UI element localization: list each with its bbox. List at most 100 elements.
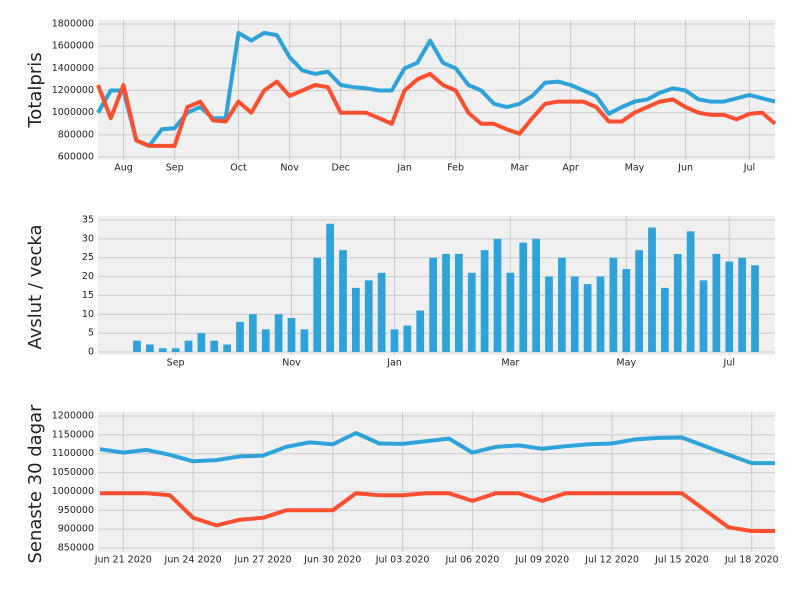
bar — [648, 227, 656, 352]
y-tick-label: 1400000 — [52, 63, 94, 74]
y-tick-label: 950000 — [58, 505, 94, 516]
x-tick-label: Jul — [743, 163, 755, 174]
y-tick-label: 1000000 — [52, 107, 94, 118]
y-tick-label: 1000000 — [52, 486, 94, 497]
y-tick-label: 25 — [82, 252, 94, 263]
y-tick-label: 0 — [88, 347, 94, 358]
x-tick-label: Sep — [166, 163, 184, 174]
y-axis-label: Senaste 30 dagar — [25, 404, 46, 564]
bar — [699, 280, 708, 352]
y-tick-label: 30 — [82, 233, 94, 244]
bar — [596, 276, 605, 352]
y-tick-label: 1200000 — [52, 411, 94, 422]
y-tick-label: 1150000 — [52, 429, 94, 440]
bar — [171, 348, 180, 352]
bar — [429, 257, 437, 352]
bar — [300, 329, 309, 352]
bar — [326, 223, 334, 352]
x-tick-label: Jun 30 2020 — [303, 555, 361, 566]
bar — [377, 272, 386, 352]
x-tick-label: Jun — [677, 163, 693, 174]
bar — [661, 287, 669, 352]
bar — [390, 329, 399, 352]
bar — [223, 344, 231, 352]
x-tick-label: Jul — [723, 358, 735, 369]
x-tick-label: Jul 15 2020 — [654, 555, 709, 566]
x-tick-label: Jun 21 2020 — [94, 555, 152, 566]
x-tick-label: May — [625, 163, 645, 174]
x-tick-label: Sep — [167, 358, 185, 369]
bar — [442, 253, 450, 352]
x-tick-label: Jul 06 2020 — [445, 555, 500, 566]
bar — [725, 261, 734, 352]
bar — [184, 340, 193, 352]
bar — [570, 276, 579, 352]
y-tick-label: 5 — [88, 328, 94, 339]
series-line — [99, 431, 775, 466]
bar — [635, 250, 643, 352]
x-tick-label: Jul 12 2020 — [584, 555, 639, 566]
bar — [313, 257, 322, 352]
bar — [455, 253, 463, 352]
x-tick-label: Jan — [396, 163, 412, 174]
bar — [493, 238, 502, 352]
y-tick-label: 1200000 — [52, 85, 94, 96]
bar — [583, 284, 592, 352]
y-tick-label: 1600000 — [52, 41, 94, 52]
y-tick-label: 1050000 — [52, 467, 94, 478]
bar — [249, 314, 257, 352]
y-tick-label: 1800000 — [52, 19, 94, 30]
y-tick-label: 15 — [82, 290, 94, 301]
x-tick-label: Nov — [280, 163, 299, 174]
x-tick-label: Jul 18 2020 — [724, 555, 779, 566]
series-line — [100, 491, 775, 533]
bar — [236, 321, 244, 352]
bar — [545, 276, 553, 352]
y-tick-label: 800000 — [58, 129, 94, 140]
y-axis-label: Totalpris — [25, 52, 46, 128]
x-tick-label: Jan — [386, 358, 402, 369]
x-tick-label: May — [616, 358, 636, 369]
bar — [673, 253, 682, 352]
x-tick-label: Nov — [282, 358, 301, 369]
bar — [712, 253, 721, 352]
x-tick-label: Aug — [114, 163, 133, 174]
bar — [480, 250, 489, 352]
bar — [274, 314, 283, 352]
bar — [558, 257, 566, 352]
y-axis-label: Avslut / vecka — [25, 224, 46, 349]
y-tick-label: 10 — [82, 309, 94, 320]
x-tick-label: Feb — [447, 163, 464, 174]
bar — [467, 272, 476, 352]
x-tick-label: Oct — [230, 163, 247, 174]
bar — [158, 348, 167, 352]
bar — [210, 340, 219, 352]
x-tick-label: Mar — [511, 163, 529, 174]
bar — [416, 310, 425, 352]
x-tick-label: Apr — [562, 163, 579, 174]
y-tick-label: 600000 — [58, 152, 94, 163]
x-tick-label: Jun 27 2020 — [233, 555, 291, 566]
y-tick-label: 850000 — [58, 543, 94, 554]
bar — [133, 340, 141, 352]
bar — [339, 250, 347, 352]
series-line — [96, 71, 777, 148]
bar — [403, 325, 412, 352]
bar — [352, 287, 360, 352]
x-tick-label: Jun 24 2020 — [164, 555, 222, 566]
x-tick-label: Jul 03 2020 — [375, 555, 430, 566]
plot-area — [98, 412, 775, 552]
x-tick-label: Dec — [332, 163, 350, 174]
bar — [197, 333, 206, 352]
bar — [738, 257, 746, 352]
y-tick-label: 35 — [82, 215, 94, 226]
bar — [686, 231, 695, 352]
y-tick-label: 900000 — [58, 524, 94, 535]
bar — [506, 272, 515, 352]
bar — [532, 238, 540, 352]
bar — [261, 329, 270, 352]
x-tick-label: Jul 09 2020 — [514, 555, 569, 566]
bar — [751, 265, 759, 352]
bar — [622, 269, 631, 352]
bar — [364, 280, 373, 352]
